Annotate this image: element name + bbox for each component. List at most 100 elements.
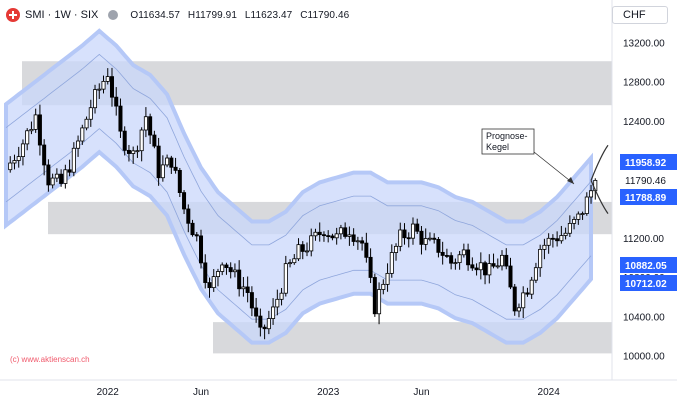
candle-body xyxy=(576,213,581,220)
candle-body xyxy=(550,237,555,240)
candle-body xyxy=(148,116,153,136)
candle-body xyxy=(313,231,318,237)
candle-body xyxy=(275,298,280,308)
candle-body xyxy=(436,238,441,253)
candle-body xyxy=(80,127,85,142)
candle-body xyxy=(271,306,276,319)
chart-header: SMI · 1W · SIX O11634.57 H11799.91 L1162… xyxy=(6,6,354,24)
candle-body xyxy=(215,271,220,278)
candle-body xyxy=(173,166,178,171)
y-tick-label: 10400.00 xyxy=(623,312,665,323)
candle-body xyxy=(444,255,449,257)
candle-body xyxy=(211,276,216,289)
candle-body xyxy=(542,244,547,250)
cone-lower-line xyxy=(590,180,609,215)
candle-body xyxy=(54,173,59,179)
candle-body xyxy=(8,162,13,171)
candle-body xyxy=(457,254,462,264)
candle-body xyxy=(63,169,68,184)
y-tick-label: 10000.00 xyxy=(623,351,665,362)
candle-body xyxy=(372,277,377,315)
candle-body xyxy=(224,264,229,268)
candle-body xyxy=(394,245,399,253)
candle-body xyxy=(237,269,242,290)
candle-body xyxy=(432,237,437,240)
candle-body xyxy=(186,208,191,224)
candle-body xyxy=(529,279,534,295)
candle-body xyxy=(279,292,284,300)
annotation-box xyxy=(481,128,535,155)
candle-body xyxy=(228,267,233,273)
candle-body xyxy=(555,238,560,242)
candle-body xyxy=(406,237,411,240)
high-value: H11799.91 xyxy=(187,9,237,21)
candle-body xyxy=(50,177,55,186)
candle-body xyxy=(220,264,225,272)
candle-body xyxy=(182,192,187,210)
y-tick-label: 13200.00 xyxy=(623,39,665,50)
candle-body xyxy=(533,267,538,281)
candle-body xyxy=(97,88,102,91)
candle-body xyxy=(160,164,165,179)
candle-body xyxy=(156,145,161,179)
candle-body xyxy=(478,262,483,271)
candle-body xyxy=(37,114,42,146)
band-inner-lower-line xyxy=(5,128,592,320)
candle-body xyxy=(317,231,322,236)
candle-body xyxy=(567,222,572,234)
candle-body xyxy=(355,240,360,243)
candle-body xyxy=(283,263,288,294)
candle-body xyxy=(12,160,17,164)
candle-body xyxy=(29,128,34,132)
candle-body xyxy=(525,292,530,295)
candle-body xyxy=(368,256,373,278)
watermark: (c) www.aktienscan.ch xyxy=(10,355,90,364)
candle-body xyxy=(309,235,314,252)
candle-body xyxy=(351,234,356,242)
candle-body xyxy=(207,282,212,289)
symbol-title[interactable]: SMI · 1W · SIX xyxy=(25,9,99,21)
candle-body xyxy=(398,229,403,247)
candle-body xyxy=(474,267,479,271)
candle-body xyxy=(288,262,293,265)
candle-body xyxy=(470,264,475,269)
candle-body xyxy=(177,169,182,193)
candle-body xyxy=(326,235,331,238)
price-marker-bg xyxy=(620,154,677,170)
candle-body xyxy=(93,89,98,109)
candle-body xyxy=(16,156,21,161)
candle-body xyxy=(338,227,343,235)
candle-body xyxy=(330,235,335,239)
candle-body xyxy=(377,289,382,315)
y-tick-label: 12800.00 xyxy=(623,78,665,89)
candle-body xyxy=(334,233,339,239)
candle-body xyxy=(487,263,492,276)
candle-body xyxy=(241,286,246,290)
candle-body xyxy=(143,116,148,131)
price-marker-bg xyxy=(620,257,677,273)
price-marker-label: 11958.92 xyxy=(625,158,667,169)
candle-body xyxy=(559,235,564,242)
candle-body xyxy=(440,251,445,256)
band-area xyxy=(4,28,593,345)
candle-body xyxy=(402,229,407,239)
candle-body xyxy=(232,269,237,273)
candle-body xyxy=(563,232,568,236)
candle-body xyxy=(84,118,89,129)
eye-icon[interactable] xyxy=(108,10,119,20)
band-inner-upper-line xyxy=(5,53,592,246)
candle-body xyxy=(33,114,38,130)
candle-body xyxy=(71,147,76,173)
candle-body xyxy=(385,272,390,285)
candle-body xyxy=(521,292,526,309)
candle-body xyxy=(122,130,127,151)
candle-body xyxy=(135,150,140,153)
currency-selector[interactable]: CHF xyxy=(612,6,668,24)
annotation-text: Kegel xyxy=(486,142,509,152)
candle-body xyxy=(105,76,110,82)
candle-body xyxy=(203,262,208,283)
candle-body xyxy=(419,230,424,245)
currency-label: CHF xyxy=(623,9,646,21)
